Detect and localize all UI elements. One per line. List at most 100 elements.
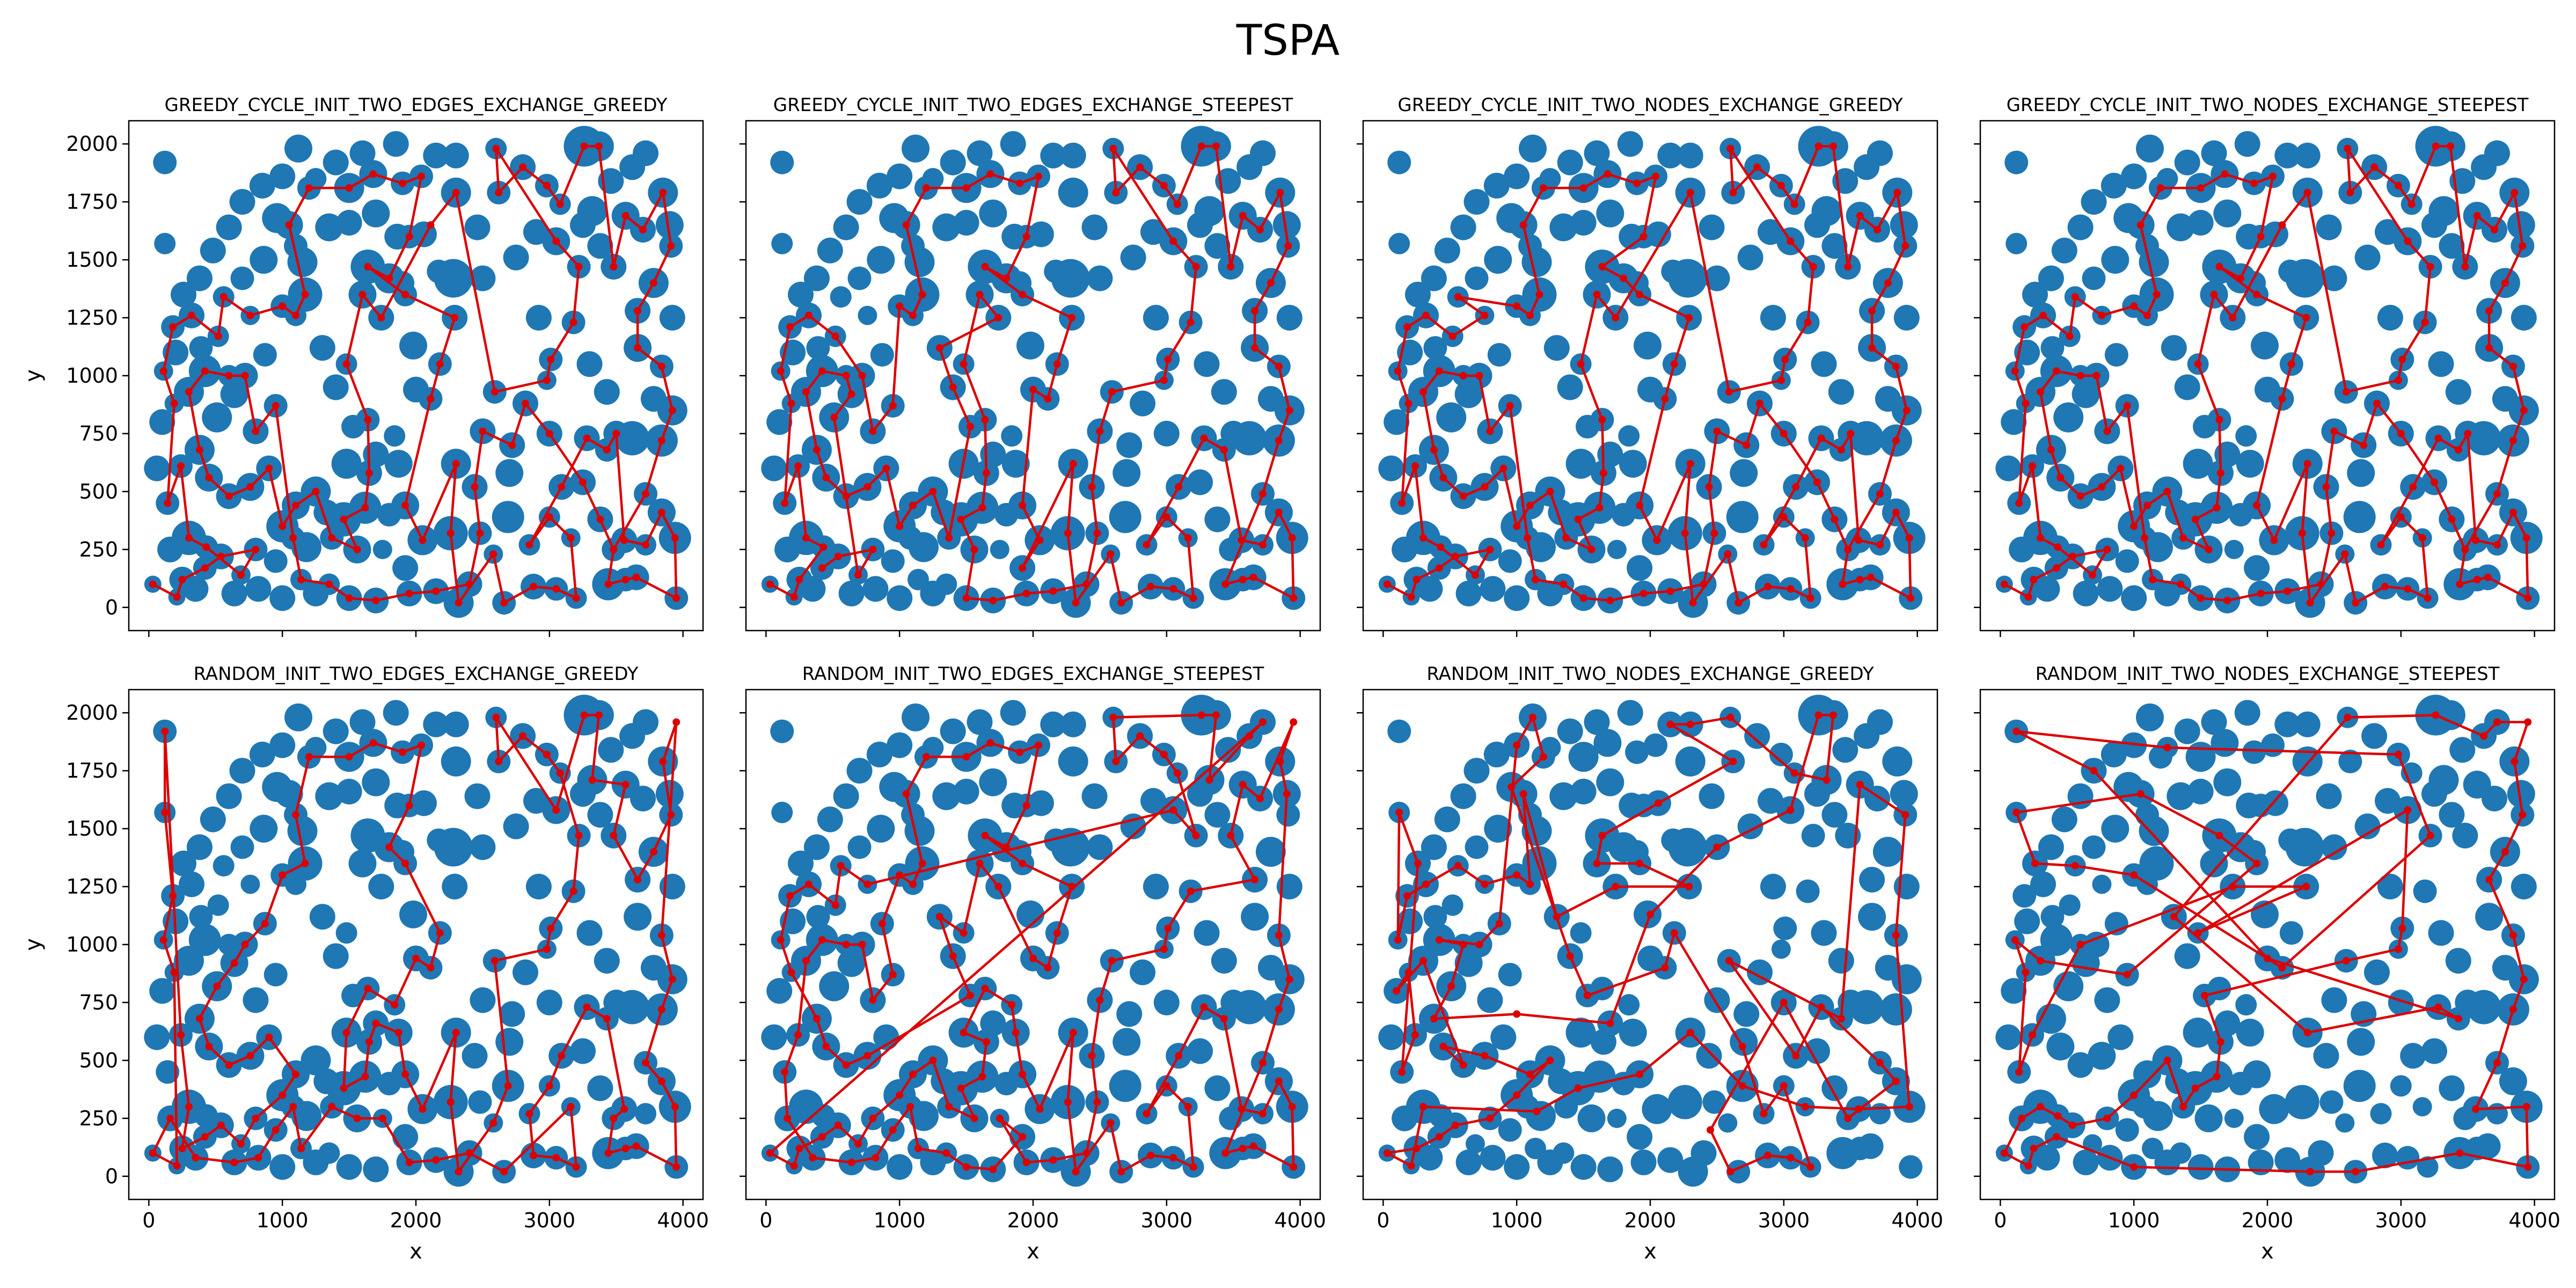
subplot-title: GREEDY_CYCLE_INIT_TWO_EDGES_EXCHANGE_STE…: [773, 94, 1293, 116]
data-point: [2347, 1028, 2375, 1056]
tour-node: [364, 416, 372, 423]
tour-node: [2163, 1056, 2171, 1064]
tour-node: [2253, 290, 2261, 298]
tour-node: [1227, 832, 1235, 839]
tour-node: [978, 504, 986, 512]
tour-node: [432, 1156, 440, 1164]
tour-node: [558, 1052, 566, 1060]
tour-node: [2054, 543, 2062, 551]
tour-node: [2103, 1114, 2111, 1122]
data-point: [1276, 305, 1302, 331]
tour-node: [1787, 1154, 1795, 1162]
data-point: [336, 779, 362, 804]
data-point: [1504, 1154, 1530, 1180]
data-point: [2321, 265, 2347, 291]
data-point: [372, 539, 392, 559]
tour-node: [1856, 781, 1864, 788]
data-point: [249, 172, 275, 199]
tour-node: [369, 739, 377, 747]
tour-node: [2509, 508, 2517, 516]
tour-node: [1267, 279, 1275, 287]
data-point: [2439, 1075, 2465, 1101]
tour-node: [1539, 753, 1547, 761]
tour-node: [1069, 460, 1077, 468]
tour-node: [657, 436, 665, 444]
tour-node: [545, 513, 553, 521]
tour-node: [2213, 1073, 2221, 1081]
tour-node: [2221, 170, 2229, 178]
tour-node: [185, 388, 193, 396]
data-point: [245, 576, 272, 602]
data-point: [1704, 265, 1730, 291]
data-point: [932, 213, 961, 241]
data-point: [1548, 1068, 1574, 1094]
tour-node: [2472, 536, 2480, 544]
tour-node: [1430, 446, 1438, 454]
tour-node: [1407, 1162, 1415, 1170]
tour-node: [603, 1015, 611, 1023]
x-tick-label: 3000: [523, 1209, 575, 1232]
tour-node: [489, 550, 497, 558]
tour-node: [1459, 941, 1467, 948]
tour-node: [272, 1126, 280, 1134]
data-point: [1760, 874, 1786, 899]
tour-node: [169, 323, 177, 331]
tour-node: [451, 314, 459, 321]
data-point: [1867, 140, 1893, 166]
tour-node: [241, 941, 249, 948]
tour-node: [217, 552, 225, 560]
tour-node: [2303, 460, 2311, 468]
tour-node: [781, 1068, 789, 1076]
x-tick-label: 2000: [1007, 1209, 1059, 1232]
tour-node: [1596, 504, 1604, 512]
tour-node: [401, 1070, 409, 1078]
tour-node: [552, 806, 560, 814]
tour-node: [1685, 883, 1693, 890]
tour-node: [1029, 954, 1037, 962]
x-tick-label: 4000: [1274, 1209, 1326, 1232]
tour-node: [1019, 1133, 1027, 1141]
tour-node: [2037, 388, 2044, 396]
tour-node: [1713, 843, 1721, 851]
tour-node: [2431, 478, 2438, 486]
data-point: [1001, 792, 1028, 818]
tour-node: [285, 221, 293, 229]
data-point: [264, 549, 288, 573]
tour-node: [982, 469, 990, 477]
plot-area: [761, 126, 1308, 618]
tour-node: [1016, 748, 1024, 756]
tour-node: [981, 263, 989, 270]
tour-node: [976, 290, 984, 298]
data-point: [1557, 718, 1583, 744]
tour-node: [1574, 1084, 1582, 1092]
tour-node: [391, 1001, 399, 1009]
tour-node: [161, 727, 169, 735]
tour-node: [1876, 490, 1884, 498]
tour-node: [252, 427, 260, 435]
data-point: [633, 140, 658, 166]
tour-node: [603, 446, 611, 454]
data-point: [2073, 1149, 2099, 1175]
tour-node: [2264, 954, 2271, 962]
data-point: [144, 455, 170, 481]
data-point: [635, 1103, 656, 1125]
tour-node: [1831, 515, 1839, 523]
data-point: [2417, 1156, 2439, 1178]
tour-node: [2136, 790, 2145, 798]
data-point: [1498, 963, 1522, 987]
data-point: [1001, 223, 1028, 250]
tour-node: [2029, 1031, 2036, 1039]
data-point: [1760, 305, 1786, 331]
x-tick-label: 2000: [390, 1209, 442, 1232]
x-tick-label: 0: [142, 1209, 155, 1232]
data-point: [1477, 987, 1503, 1013]
data-point: [1733, 1001, 1760, 1027]
y-tick-label: 1000: [66, 933, 118, 956]
tour-node: [2052, 367, 2060, 375]
tour-node: [575, 832, 583, 839]
tour-node: [1713, 427, 1721, 435]
tour-node: [572, 1163, 580, 1171]
data-point: [1657, 1147, 1684, 1173]
tour-node: [372, 596, 380, 604]
tour-node: [342, 1029, 350, 1037]
